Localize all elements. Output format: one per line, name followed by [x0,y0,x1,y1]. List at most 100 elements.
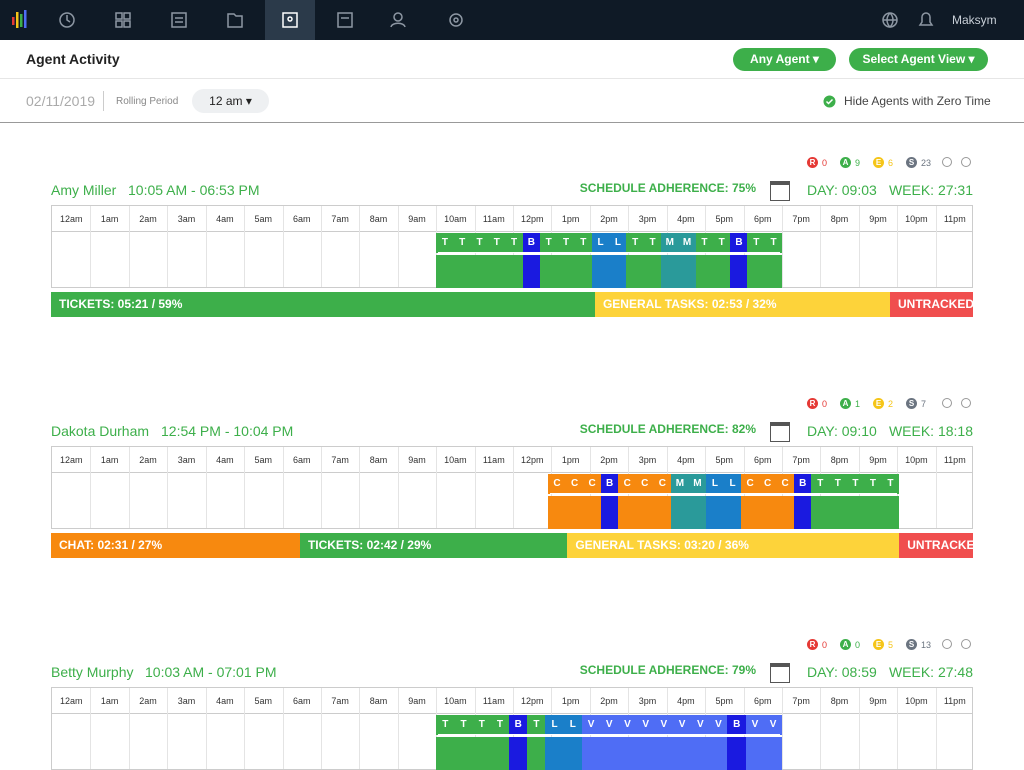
hour-line [90,447,91,529]
summary-segment: CHAT: 02:31 / 27% [51,533,300,558]
hour-label: 12am [52,455,90,465]
agent-shift: 10:03 AM - 07:01 PM [145,664,277,680]
badge-count: 0 [822,399,827,409]
hour-label: 8pm [820,455,858,465]
badge-count: 23 [921,158,931,168]
badge-letter: S [906,157,917,168]
hour-label: 7pm [782,696,820,706]
activity-strip [618,496,636,529]
hour-label: 4pm [667,696,705,706]
hour-label: 4am [206,455,244,465]
hour-line [359,206,360,288]
hour-label: 12am [52,696,90,706]
agent-name: Betty Murphy [51,664,133,680]
summary-segment: UNTRACKED: [899,533,973,558]
zoom-icon[interactable] [942,398,952,408]
date-input[interactable]: 02/11/2019 [26,93,96,109]
activity-strip [574,255,592,288]
calendar-icon[interactable] [770,181,790,201]
hour-label: 6pm [744,696,782,706]
activity-strip [472,737,491,770]
activity-strip [673,737,692,770]
activity-strip [671,496,689,529]
hour-label: 11pm [936,214,973,224]
activity-strip [545,737,564,770]
hour-line [820,688,821,770]
hour-line [206,206,207,288]
activity-strip [811,496,829,529]
hour-line [244,447,245,529]
week-total: WEEK: 18:18 [889,423,973,439]
hour-line [206,447,207,529]
hour-label: 3pm [628,696,666,706]
hour-label: 2pm [590,696,628,706]
activity-cell: T [540,233,558,253]
activity-cell: L [724,474,742,494]
hour-label: 9am [398,696,436,706]
top-nav: Maksym [0,0,1024,40]
activity-strip [592,255,610,288]
activity-strip [601,496,619,529]
adherence: SCHEDULE ADHERENCE: 75% [580,181,756,195]
activity-strip [741,496,759,529]
activity-strip [488,255,506,288]
hour-label: 2pm [590,214,628,224]
hour-label: 8am [359,214,397,224]
activity-strip [540,255,558,288]
activity-cell: B [523,233,541,253]
summary-segment: TICKETS: 02:42 / 29% [300,533,567,558]
hour-label: 6am [283,455,321,465]
activity-cell: T [505,233,523,253]
zoom-icon[interactable] [942,639,952,649]
hour-label: 6pm [744,214,782,224]
activity-cell: T [436,233,454,253]
badge-letter: E [873,157,884,168]
badge-letter: A [840,639,851,650]
activity-cell: M [678,233,696,253]
zoom-icon[interactable] [961,639,971,649]
activity-strip [864,496,882,529]
agent-shift: 12:54 PM - 10:04 PM [161,423,293,439]
activity-cell: T [626,233,644,253]
badge-letter: R [807,157,818,168]
hour-label: 10pm [897,214,935,224]
activity-cell: M [671,474,689,494]
hour-line [897,688,898,770]
any-agent-button[interactable]: Any Agent ▾ [733,48,836,71]
badge-count: 7 [921,399,926,409]
time-dropdown[interactable]: 12 am ▾ [192,89,269,113]
activity-strip [730,255,748,288]
activity-cell: T [436,715,455,735]
zoom-icon[interactable] [961,157,971,167]
user-name[interactable]: Maksym [952,13,997,27]
calendar-icon[interactable] [770,422,790,442]
adherence: SCHEDULE ADHERENCE: 79% [580,663,756,677]
activity-cell: B [601,474,619,494]
hour-label: 12pm [513,455,551,465]
hour-label: 5am [244,696,282,706]
hour-label: 11am [475,214,513,224]
hour-line [321,206,322,288]
hour-line [359,688,360,770]
badge-count: 0 [822,640,827,650]
agent-view-button[interactable]: Select Agent View ▾ [849,48,988,71]
activity-strip [644,255,662,288]
activity-cell: B [730,233,748,253]
activity-cell: V [764,715,783,735]
hour-label: 1pm [551,696,589,706]
activity-strip [523,255,541,288]
hour-label: 7pm [782,214,820,224]
toggle-label[interactable]: Hide Agents with Zero Time [844,94,991,108]
hour-line [398,447,399,529]
hour-line [321,447,322,529]
hour-line [283,206,284,288]
activity-cell: L [592,233,610,253]
activity-strip [436,737,455,770]
check-icon[interactable] [823,95,836,108]
zoom-icon[interactable] [961,398,971,408]
activity-cell: C [636,474,654,494]
calendar-icon[interactable] [770,663,790,683]
activity-strip [829,496,847,529]
zoom-icon[interactable] [942,157,952,167]
hour-label: 10pm [897,696,935,706]
